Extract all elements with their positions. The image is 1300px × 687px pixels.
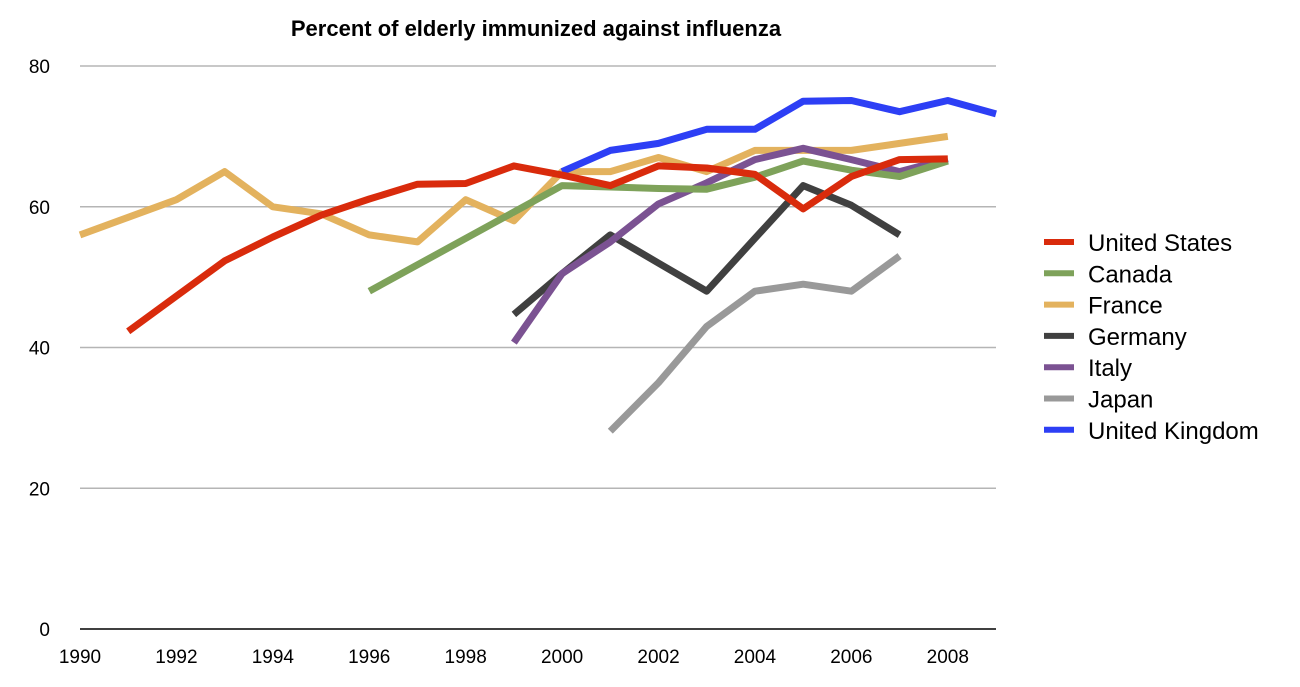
x-tick-label: 1994 xyxy=(252,647,295,668)
series-line-united-kingdom xyxy=(560,97,997,175)
x-tick-label: 1998 xyxy=(445,647,487,668)
legend-label-italy: Italy xyxy=(1088,355,1132,382)
series-line-japan xyxy=(607,253,902,434)
x-tick-label: 2000 xyxy=(541,647,583,668)
legend-label-united-kingdom: United Kingdom xyxy=(1088,418,1259,445)
y-axis-ticks: 0 20 40 60 80 xyxy=(29,57,50,641)
series-line-canada xyxy=(367,157,949,295)
y-tick-label: 60 xyxy=(29,198,50,219)
x-tick-label: 2004 xyxy=(734,647,777,668)
legend-label-united-states: United States xyxy=(1088,230,1232,257)
series-line-united-states xyxy=(126,155,948,335)
x-tick-label: 2002 xyxy=(637,647,679,668)
legend-label-canada: Canada xyxy=(1088,261,1173,288)
x-axis-ticks: 1990 1992 1994 1996 1998 2000 2002 2004 2006 2008 xyxy=(59,647,969,668)
y-tick-label: 80 xyxy=(29,57,50,78)
series-lines xyxy=(78,97,997,434)
x-tick-label: 1996 xyxy=(348,647,390,668)
y-tick-label: 0 xyxy=(39,620,50,641)
gridlines xyxy=(80,65,996,630)
legend-label-japan: Japan xyxy=(1088,387,1153,414)
legend: United States Canada France Germany Italy Jap… xyxy=(1044,230,1259,445)
x-tick-label: 1990 xyxy=(59,647,101,668)
x-tick-label: 1992 xyxy=(155,647,197,668)
legend-label-france: France xyxy=(1088,293,1163,320)
y-tick-label: 20 xyxy=(29,479,50,500)
chart-title: Percent of elderly immunized against inf… xyxy=(291,16,782,41)
x-tick-label: 2006 xyxy=(830,647,872,668)
x-tick-label: 2008 xyxy=(927,647,969,668)
y-tick-label: 40 xyxy=(29,339,50,360)
series-line-germany xyxy=(511,182,902,318)
legend-label-germany: Germany xyxy=(1088,324,1187,351)
